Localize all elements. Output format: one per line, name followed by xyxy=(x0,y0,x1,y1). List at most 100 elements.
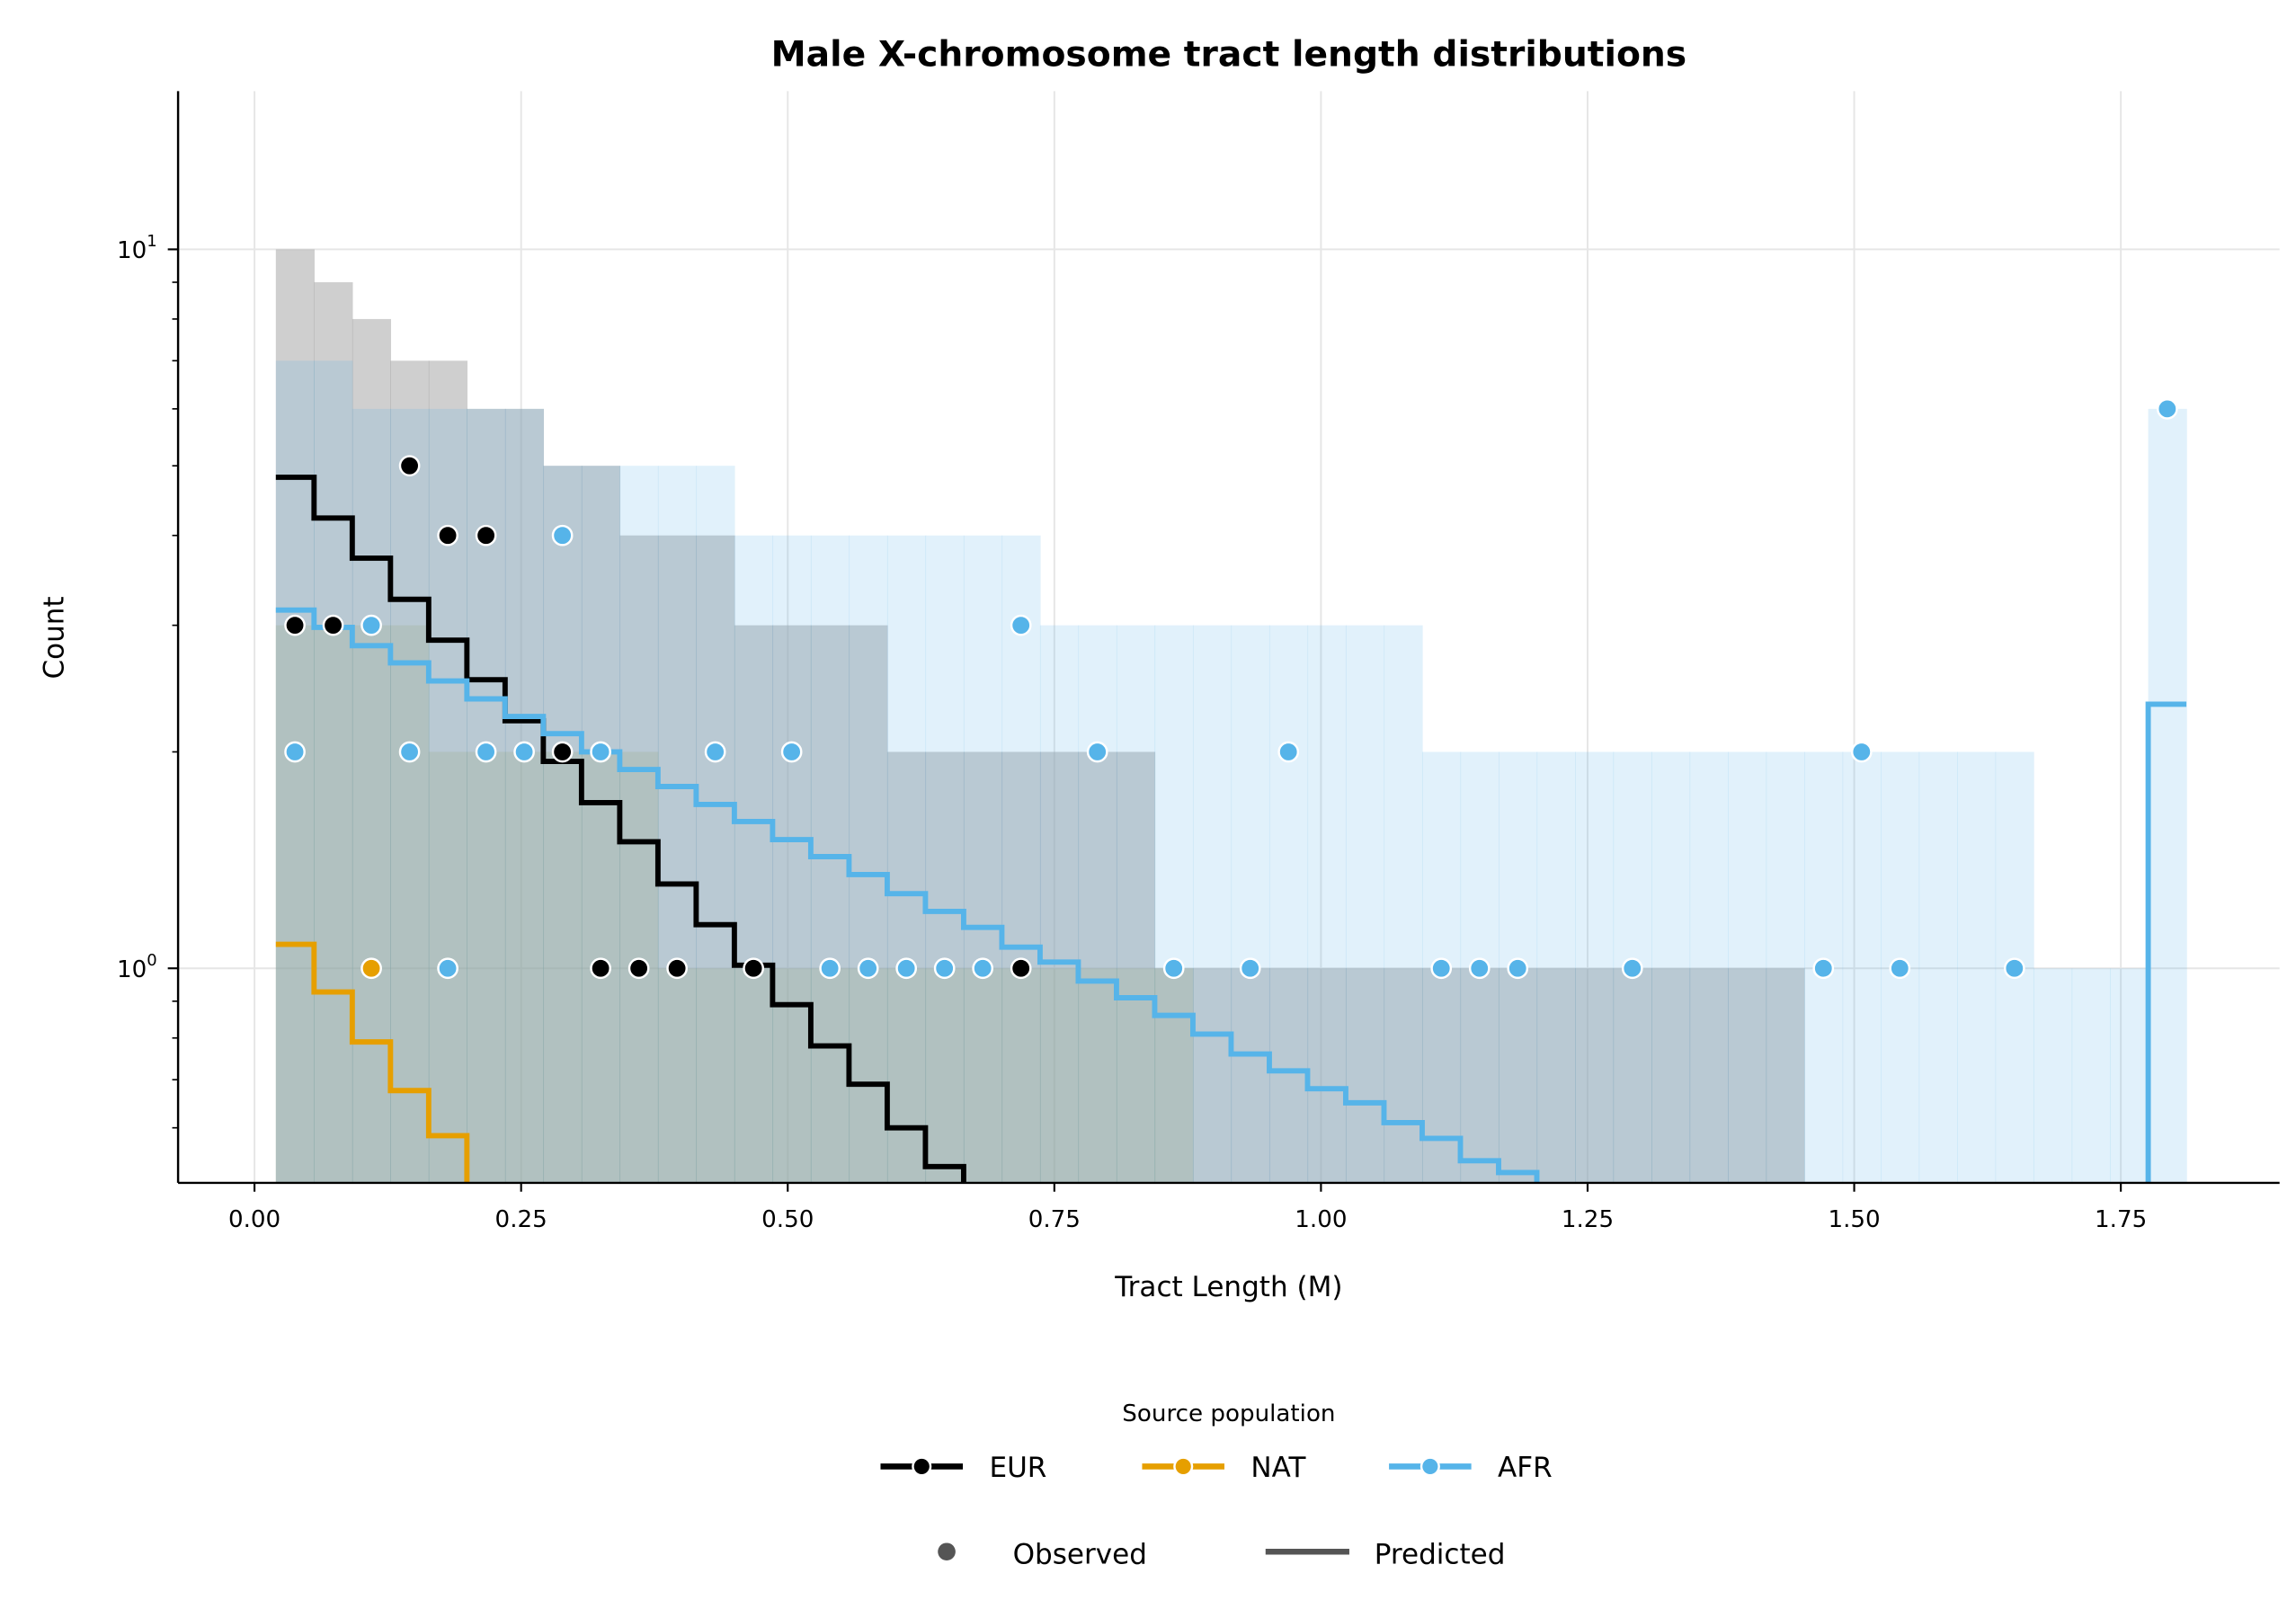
legend-label-afr: AFR xyxy=(1498,1452,1553,1484)
histogram-bar-eur xyxy=(1039,751,1080,1183)
observed-point-afr xyxy=(1010,614,1032,636)
y-tick-exponent: 0 xyxy=(147,951,156,970)
observed-point-afr xyxy=(857,957,879,980)
histogram-bar-nat xyxy=(1116,968,1156,1183)
legend: Source population EUR NAT AFR Observed Predi… xyxy=(880,1400,1553,1570)
histogram-bar-eur xyxy=(1307,968,1347,1183)
observed-point-eur xyxy=(1010,957,1032,980)
observed-point-eur xyxy=(322,614,344,636)
histogram-bar-nat xyxy=(963,968,1003,1183)
histogram-bar-eur xyxy=(1766,968,1805,1183)
predicted-line-afr xyxy=(275,607,2187,1183)
x-axis-label: Tract Length (M) xyxy=(1114,1271,1342,1303)
legend-label-observed: Observed xyxy=(1013,1538,1147,1570)
histogram-bar-afr xyxy=(1268,625,1309,1183)
histogram-bar-eur xyxy=(352,318,391,1183)
histogram-bar-afr xyxy=(1078,625,1117,1183)
histogram-bar-afr xyxy=(1689,751,1729,1183)
histogram-bar-nat xyxy=(886,968,927,1183)
y-axis-label: Count xyxy=(39,596,71,679)
observed-point-eur xyxy=(590,957,611,980)
observed-point-afr xyxy=(398,741,421,763)
histogram-bar-nat xyxy=(275,625,315,1183)
legend-label-nat: NAT xyxy=(1250,1452,1306,1484)
histogram-bar-eur xyxy=(314,282,353,1183)
histogram-bar-nat xyxy=(504,751,545,1183)
histogram-bar-afr xyxy=(734,535,774,1183)
histogram-bar-afr xyxy=(1575,751,1615,1183)
histogram-bar-afr xyxy=(1384,625,1423,1183)
histogram-bar-nat xyxy=(734,968,774,1183)
histogram-bar-afr xyxy=(963,535,1003,1183)
histogram-bar-eur xyxy=(1231,968,1270,1183)
histogram-bar-afr xyxy=(2148,408,2187,1183)
observed-point-afr xyxy=(1507,957,1529,980)
histogram-bar-nat xyxy=(1078,968,1117,1183)
histogram-bar-afr xyxy=(619,466,659,1183)
histogram-bar-nat xyxy=(696,968,735,1183)
histogram-bar-eur xyxy=(772,625,812,1183)
histogram-bar-nat xyxy=(657,968,698,1183)
histogram-bar-eur xyxy=(849,625,888,1183)
observed-point-afr xyxy=(551,524,574,547)
observed-point-eur xyxy=(284,614,306,636)
histogram-bar-afr xyxy=(1231,625,1270,1183)
observed-point-afr xyxy=(819,957,841,980)
histogram-bar-eur xyxy=(1575,968,1615,1183)
observed-point-eur xyxy=(398,455,421,477)
observed-point-afr xyxy=(1239,957,1261,980)
observed-point-eur xyxy=(551,741,574,763)
y-tick-label: 101 xyxy=(117,232,157,264)
observed-point-afr xyxy=(1086,741,1108,763)
histogram-bar-afr xyxy=(657,466,698,1183)
legend-marker-eur xyxy=(912,1456,932,1477)
histogram-bar-eur xyxy=(504,408,545,1183)
observed-point-nat xyxy=(360,957,382,980)
histogram-bar-eur xyxy=(1384,968,1423,1183)
predicted-lines xyxy=(275,474,2187,1183)
histogram-bar-eur xyxy=(1536,968,1576,1183)
histogram-bar-eur xyxy=(1154,968,1194,1183)
x-tick-label: 1.50 xyxy=(1828,1206,1880,1233)
histograms xyxy=(275,249,2187,1183)
histogram-bar-eur xyxy=(1498,968,1538,1183)
histogram-bar-afr xyxy=(1001,535,1041,1183)
histogram-bar-afr xyxy=(543,466,583,1183)
observed-point-afr xyxy=(1812,957,1835,980)
histogram-bar-afr xyxy=(275,360,315,1183)
legend-observed-marker xyxy=(938,1542,956,1561)
histogram-bar-eur xyxy=(1192,968,1233,1183)
histogram-bar-nat xyxy=(1001,968,1041,1183)
y-tick-exponent: 1 xyxy=(147,232,156,251)
histogram-bar-eur xyxy=(543,466,583,1183)
histogram-bar-afr xyxy=(1307,625,1347,1183)
x-tick-label: 1.75 xyxy=(2095,1206,2147,1233)
histogram-bar-eur xyxy=(1421,968,1462,1183)
histogram-bar-eur xyxy=(696,535,735,1183)
histogram-bar-afr xyxy=(1918,751,1958,1183)
observed-point-afr xyxy=(1468,957,1491,980)
observed-point-afr xyxy=(1889,957,1911,980)
x-tick-label: 0.50 xyxy=(761,1206,814,1233)
observed-point-afr xyxy=(513,741,535,763)
histogram-bar-nat xyxy=(314,625,353,1183)
histogram-bar-afr xyxy=(1842,751,1882,1183)
histogram-bar-afr xyxy=(504,408,545,1183)
histogram-bar-nat xyxy=(352,625,391,1183)
observed-point-eur xyxy=(666,957,688,980)
observed-point-afr xyxy=(475,741,497,763)
histogram-bar-eur xyxy=(275,249,315,1183)
histogram-bar-nat xyxy=(925,968,965,1183)
histogram-bar-eur xyxy=(1345,968,1385,1183)
observed-point-afr xyxy=(284,741,306,763)
observed-point-afr xyxy=(590,741,611,763)
histogram-bar-eur xyxy=(1268,968,1309,1183)
observed-point-afr xyxy=(1277,741,1300,763)
histogram-bar-afr xyxy=(390,408,430,1183)
histogram-bar-afr xyxy=(1154,625,1194,1183)
histogram-bar-eur xyxy=(1078,751,1117,1183)
observed-point-afr xyxy=(360,614,382,636)
observed-point-afr xyxy=(972,957,994,980)
histogram-bar-afr xyxy=(1116,625,1156,1183)
